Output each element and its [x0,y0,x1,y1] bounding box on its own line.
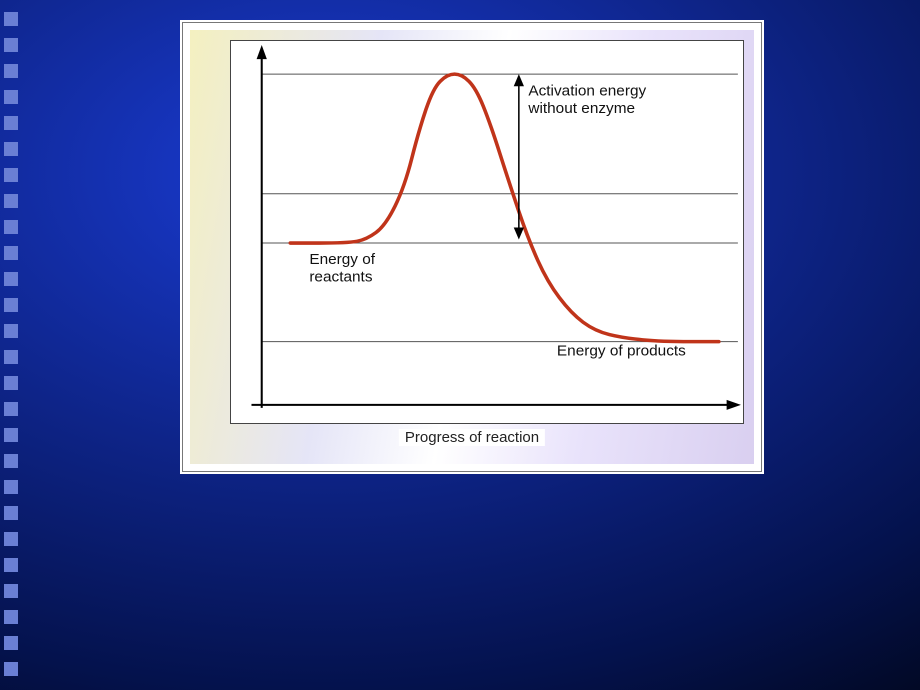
chart-card: —— Free energy (G) —— Activation energyw… [180,20,764,474]
x-axis-label: Progress of reaction [399,429,545,446]
svg-text:Energy of: Energy of [309,251,376,268]
x-axis-arrow-icon [727,400,741,410]
energy-curve [290,74,719,341]
chart-card-inner: —— Free energy (G) —— Activation energyw… [190,30,754,464]
slide-background: —— Free energy (G) —— Activation energyw… [0,0,920,690]
activation-energy-arrow [514,74,524,239]
svg-text:without enzyme: without enzyme [527,100,635,117]
chart-svg: Activation energywithout enzyme Energy of… [231,41,743,423]
y-axis-arrow-icon [257,45,267,59]
svg-text:Activation energy: Activation energy [528,82,646,99]
svg-text:reactants: reactants [309,269,373,286]
chart-plot-area: Activation energywithout enzyme Energy of… [230,40,744,424]
decorative-bullets [4,12,18,676]
svg-text:Energy of products: Energy of products [557,343,686,360]
chart-gridlines [262,74,738,341]
chart-annotations: Activation energywithout enzyme Energy of… [309,82,686,359]
